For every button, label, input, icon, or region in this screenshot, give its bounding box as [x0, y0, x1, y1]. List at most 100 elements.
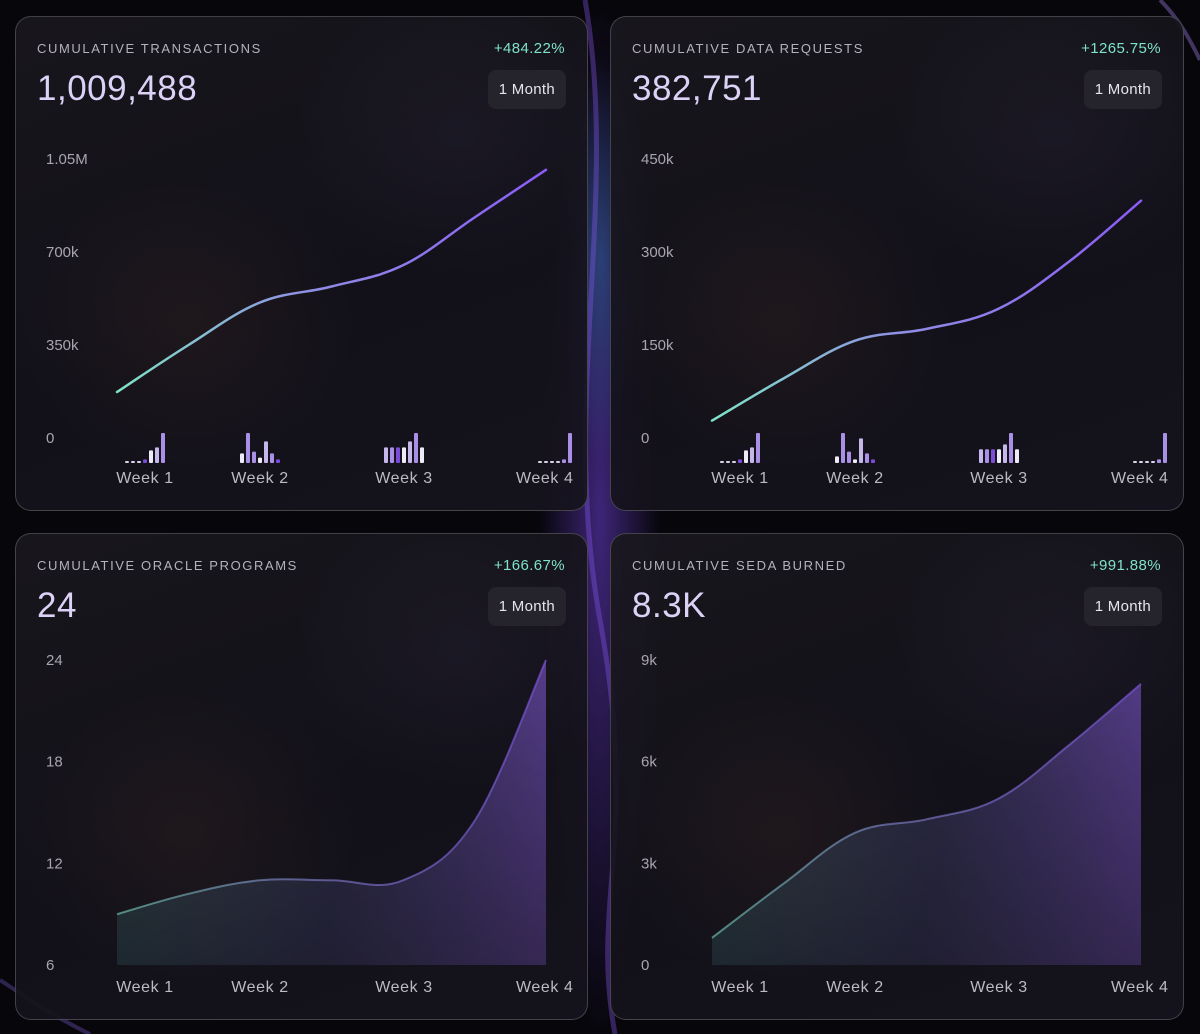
- weekly-bar: [871, 459, 875, 463]
- weekly-bar: [246, 433, 250, 463]
- change-badge: +484.22%: [493, 40, 565, 57]
- weekly-bar: [841, 433, 845, 463]
- weekly-bar: [550, 461, 554, 463]
- weekly-bar: [1151, 461, 1155, 463]
- y-tick-label: 18: [46, 754, 63, 771]
- weekly-bar: [240, 453, 244, 463]
- y-tick-label: 300k: [641, 244, 674, 261]
- x-tick-label: Week 1: [116, 979, 174, 996]
- weekly-bar: [264, 441, 268, 463]
- series-line: [711, 682, 1142, 939]
- weekly-bar: [1145, 461, 1149, 463]
- weekly-bar: [544, 461, 548, 463]
- series-line: [115, 168, 548, 394]
- weekly-bar: [562, 459, 566, 463]
- weekly-bar: [1139, 461, 1143, 463]
- card-title: CUMULATIVE TRANSACTIONS: [37, 41, 262, 56]
- metric-value: 1,009,488: [37, 69, 198, 108]
- x-tick-label: Week 3: [375, 470, 433, 487]
- x-tick-label: Week 1: [116, 470, 174, 487]
- weekly-bar: [402, 447, 406, 463]
- weekly-bar: [853, 459, 857, 463]
- x-tick-label: Week 2: [231, 470, 289, 487]
- x-tick-label: Week 1: [711, 470, 769, 487]
- weekly-bar: [414, 433, 418, 463]
- period-selector-button[interactable]: 1 Month: [1083, 70, 1162, 109]
- weekly-bar: [1009, 433, 1013, 463]
- card-cumulative-seda-burned: CUMULATIVE SEDA BURNED +991.88% 8.3K 1 M…: [610, 533, 1184, 1020]
- weekly-bar: [125, 461, 129, 463]
- weekly-bar: [756, 433, 760, 463]
- weekly-bar: [258, 457, 262, 463]
- x-tick-label: Week 4: [1111, 979, 1169, 996]
- y-tick-label: 6k: [641, 754, 657, 771]
- oracle-programs-chart: 6 12 18 24 Week 1 Week 2 Week 3 Week 4: [46, 652, 573, 996]
- y-tick-label: 3k: [641, 855, 657, 872]
- y-tick-label: 1.05M: [46, 151, 88, 168]
- x-tick-label: Week 1: [711, 979, 769, 996]
- weekly-bar: [859, 438, 863, 463]
- weekly-bar: [744, 450, 748, 463]
- weekly-bar: [750, 447, 754, 463]
- y-tick-label: 6: [46, 957, 54, 974]
- x-tick-label: Week 4: [1111, 470, 1169, 487]
- x-tick-label: Week 2: [826, 470, 884, 487]
- card-cumulative-transactions: CUMULATIVE TRANSACTIONS +484.22% 1,009,4…: [15, 16, 588, 511]
- y-tick-label: 0: [641, 430, 649, 447]
- weekly-bar: [420, 447, 424, 463]
- weekly-bar: [390, 447, 394, 463]
- area-fill: [712, 683, 1141, 965]
- metric-value: 24: [37, 586, 77, 625]
- y-tick-label: 9k: [641, 652, 657, 669]
- weekly-bar: [396, 447, 400, 463]
- weekly-bar: [738, 459, 742, 463]
- weekly-bar: [137, 461, 141, 463]
- change-badge: +1265.75%: [1081, 40, 1161, 57]
- y-tick-label: 350k: [46, 337, 79, 354]
- weekly-bar: [155, 447, 159, 463]
- y-tick-label: 12: [46, 855, 63, 872]
- series-line: [116, 659, 547, 916]
- x-tick-label: Week 3: [970, 979, 1028, 996]
- metric-value: 382,751: [632, 69, 763, 108]
- x-tick-label: Week 3: [375, 979, 433, 996]
- x-tick-label: Week 3: [970, 470, 1028, 487]
- weekly-bar: [997, 449, 1001, 463]
- card-cumulative-data-requests: CUMULATIVE DATA REQUESTS +1265.75% 382,7…: [610, 16, 1184, 511]
- x-tick-label: Week 2: [826, 979, 884, 996]
- weekly-bar: [1163, 433, 1167, 463]
- weekly-bar: [131, 461, 135, 463]
- weekly-bar: [1003, 444, 1007, 463]
- weekly-bar: [991, 449, 995, 463]
- period-selector-button[interactable]: 1 Month: [487, 70, 566, 109]
- weekly-bar: [1015, 449, 1019, 463]
- weekly-bar: [384, 447, 388, 463]
- weekly-bar: [847, 451, 851, 463]
- weekly-bar: [732, 461, 736, 463]
- card-title: CUMULATIVE ORACLE PROGRAMS: [37, 558, 298, 573]
- change-badge: +166.67%: [493, 557, 565, 574]
- series-line: [710, 199, 1143, 422]
- period-selector-button[interactable]: 1 Month: [1083, 587, 1162, 626]
- data-requests-chart: 0 150k 300k 450k Week 1 Week 2 Week 3 Week 4: [641, 151, 1169, 487]
- y-tick-label: 450k: [641, 151, 674, 168]
- weekly-bar: [720, 461, 724, 463]
- x-tick-label: Week 4: [516, 470, 574, 487]
- y-tick-label: 700k: [46, 244, 79, 261]
- weekly-bar: [252, 451, 256, 463]
- transactions-chart: 0 350k 700k 1.05M Week 1 Week 2 Week 3 Week 4: [46, 151, 574, 487]
- weekly-bar: [270, 453, 274, 463]
- weekly-bar: [408, 441, 412, 463]
- weekly-bar: [985, 449, 989, 463]
- weekly-bar: [979, 449, 983, 463]
- y-tick-label: 150k: [641, 337, 674, 354]
- period-selector-button[interactable]: 1 Month: [487, 587, 566, 626]
- weekly-bar: [556, 461, 560, 463]
- weekly-bar: [149, 450, 153, 463]
- card-title: CUMULATIVE SEDA BURNED: [632, 558, 847, 573]
- weekly-bar: [865, 453, 869, 463]
- weekly-bar: [835, 456, 839, 463]
- weekly-bar: [1157, 459, 1161, 463]
- card-cumulative-oracle-programs: CUMULATIVE ORACLE PROGRAMS +166.67% 24 1…: [15, 533, 588, 1020]
- weekly-bar: [538, 461, 542, 463]
